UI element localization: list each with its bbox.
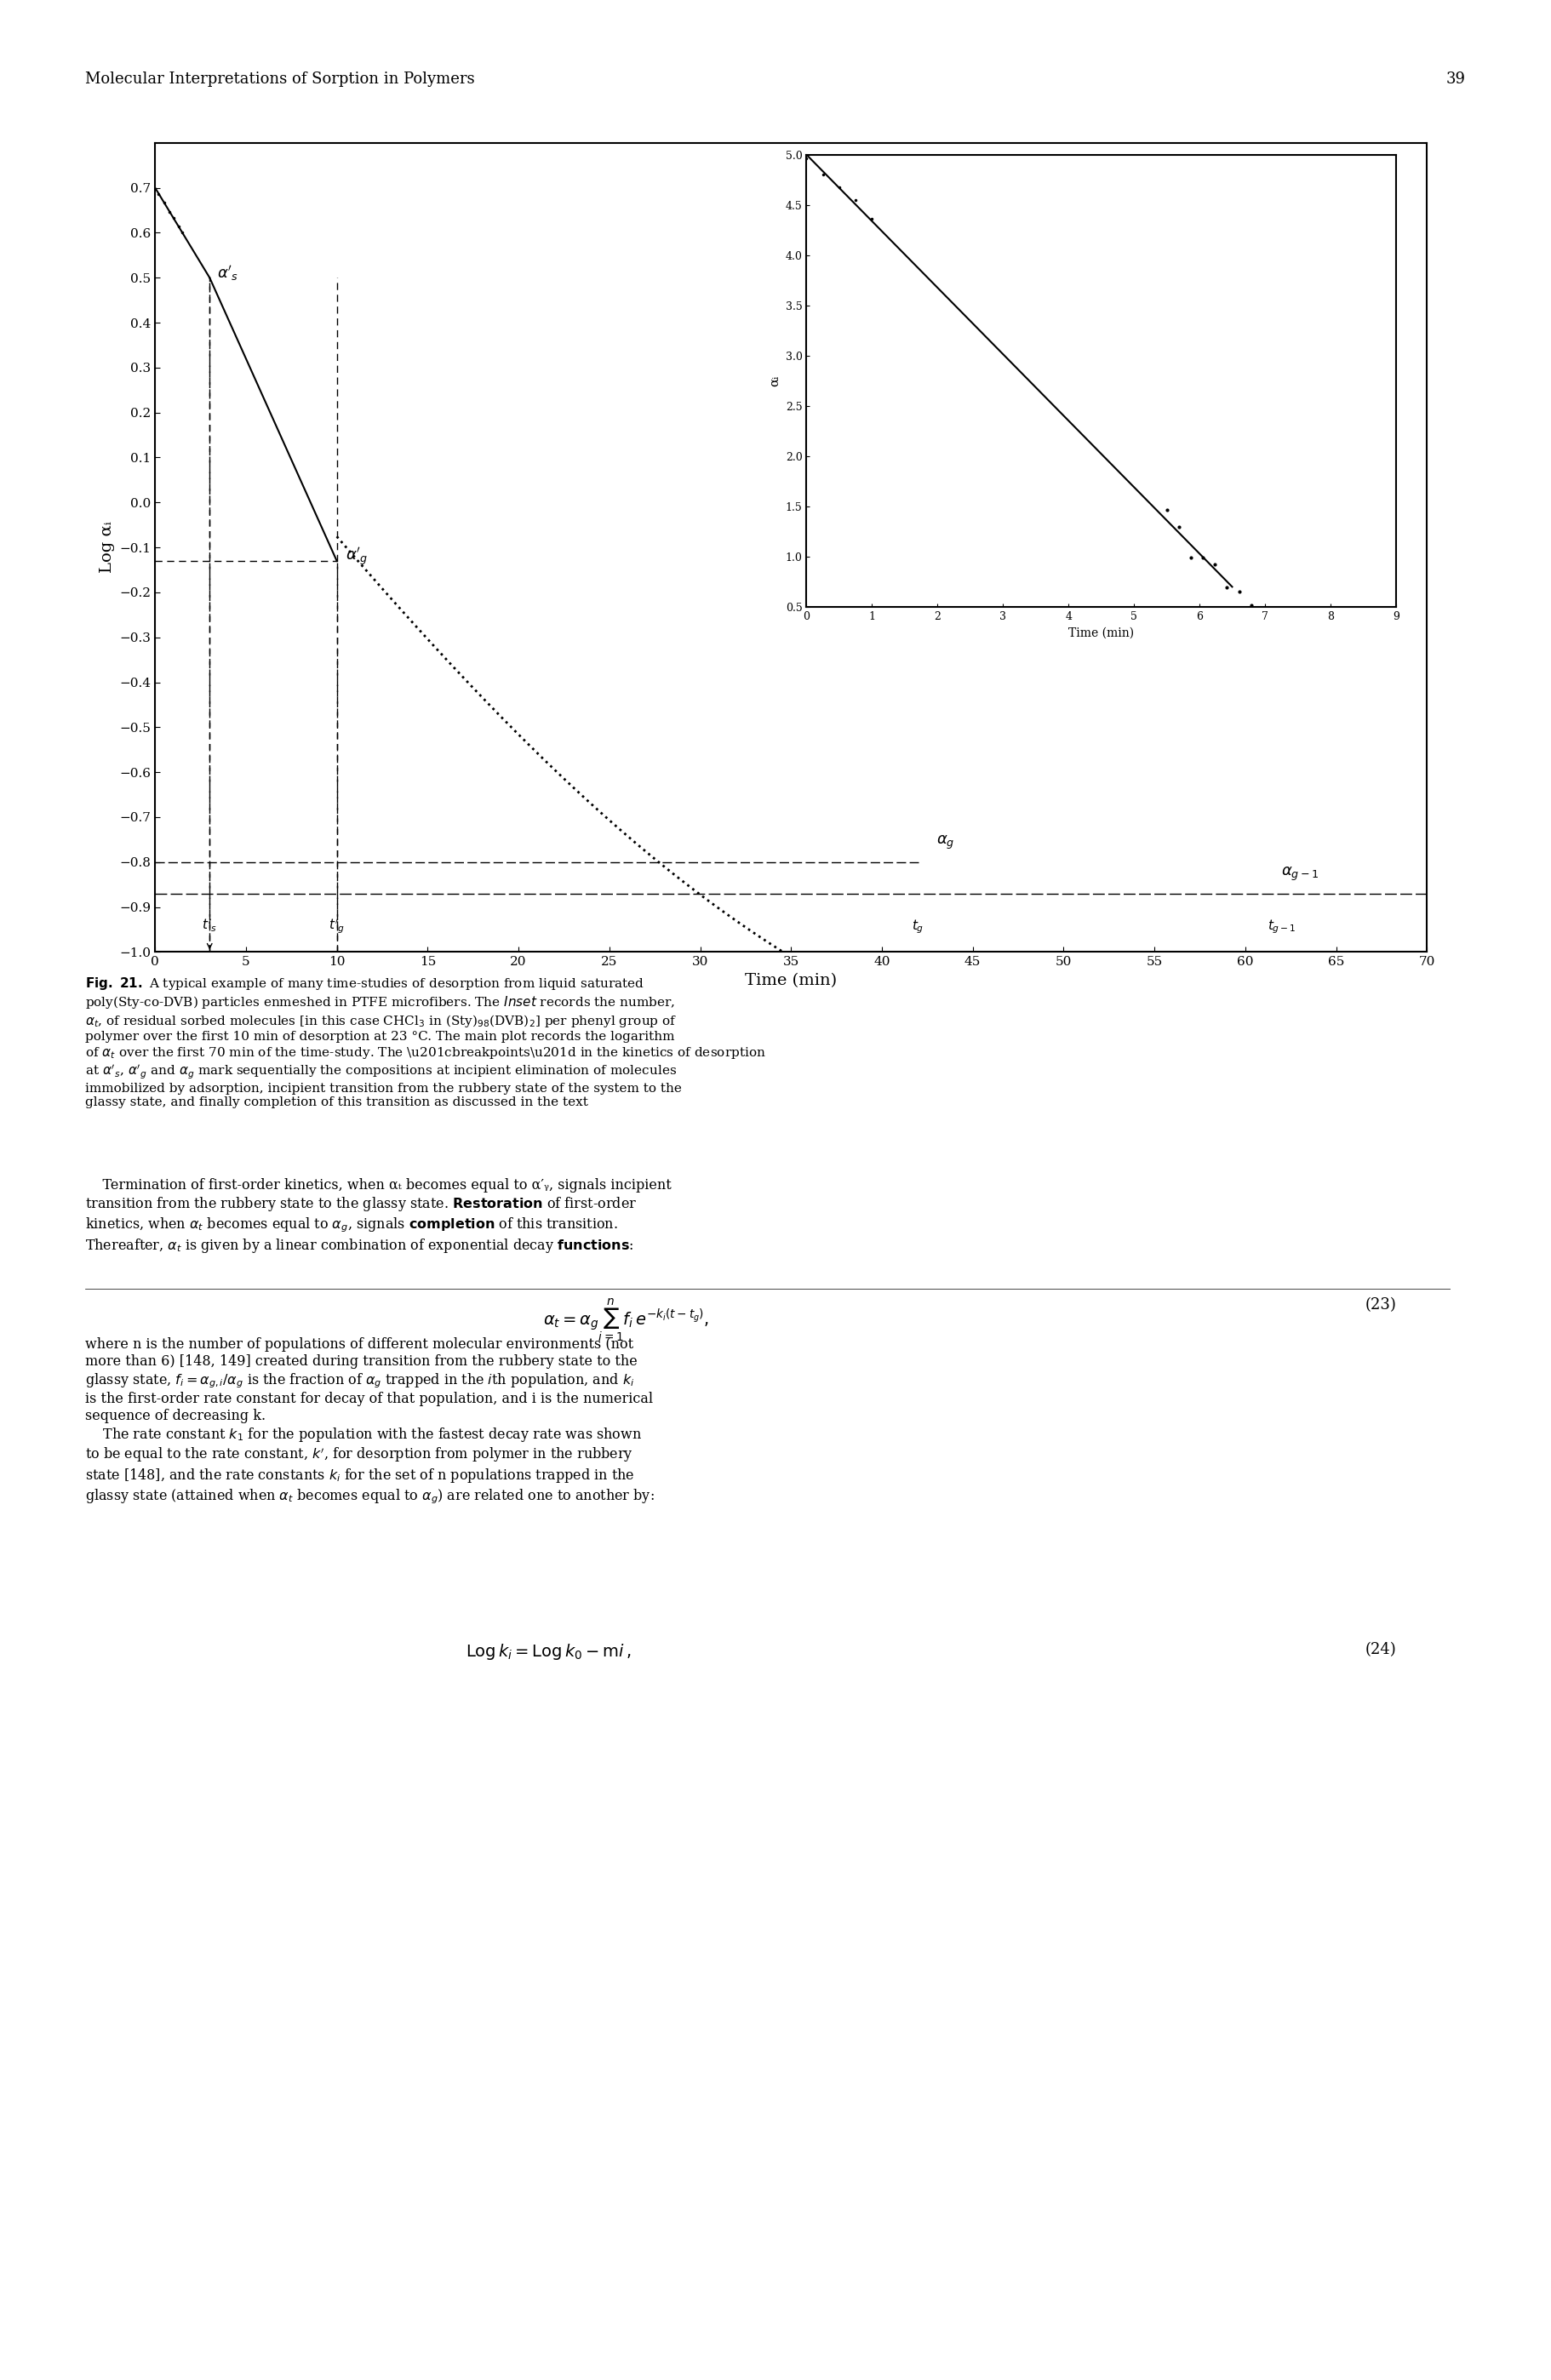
Text: (23): (23) [1365, 1297, 1396, 1311]
Text: $\alpha'_s$: $\alpha'_s$ [217, 264, 239, 283]
Text: $t'_s$: $t'_s$ [202, 916, 217, 933]
Y-axis label: αᵢ: αᵢ [769, 376, 780, 386]
Text: Molecular Interpretations of Sorption in Polymers: Molecular Interpretations of Sorption in… [85, 71, 475, 86]
Text: Termination of first-order kinetics, when αₜ becomes equal to α′ᵧ, signals incip: Termination of first-order kinetics, whe… [85, 1178, 672, 1254]
Text: (24): (24) [1365, 1642, 1396, 1656]
Text: $t'_g$: $t'_g$ [329, 916, 344, 935]
Text: $\alpha_t = \alpha_g \sum_{i=1}^{n} f_i\, e^{-k_i(t - t_g)},$: $\alpha_t = \alpha_g \sum_{i=1}^{n} f_i\… [543, 1297, 709, 1345]
Text: $\alpha_g$: $\alpha_g$ [937, 833, 954, 852]
Text: $t_{g-1}$: $t_{g-1}$ [1267, 919, 1297, 935]
Text: $\alpha_{g-1}$: $\alpha_{g-1}$ [1281, 866, 1320, 883]
Y-axis label: Log αᵢ: Log αᵢ [99, 521, 115, 574]
Text: where n is the number of populations of different molecular environments (not
mo: where n is the number of populations of … [85, 1338, 655, 1507]
Text: $t_g$: $t_g$ [912, 919, 924, 935]
Text: $\alpha'_g$: $\alpha'_g$ [346, 547, 368, 569]
X-axis label: Time (min): Time (min) [744, 973, 838, 988]
Text: $\bf{Fig.\ 21.}$ A typical example of many time-studies of desorption from liqui: $\bf{Fig.\ 21.}$ A typical example of ma… [85, 976, 766, 1109]
X-axis label: Time (min): Time (min) [1069, 626, 1134, 638]
Text: 39: 39 [1446, 71, 1466, 86]
Text: $\text{Log}\, k_i = \text{Log}\, k_0 - \text{m}i\,,$: $\text{Log}\, k_i = \text{Log}\, k_0 - \… [465, 1642, 631, 1661]
